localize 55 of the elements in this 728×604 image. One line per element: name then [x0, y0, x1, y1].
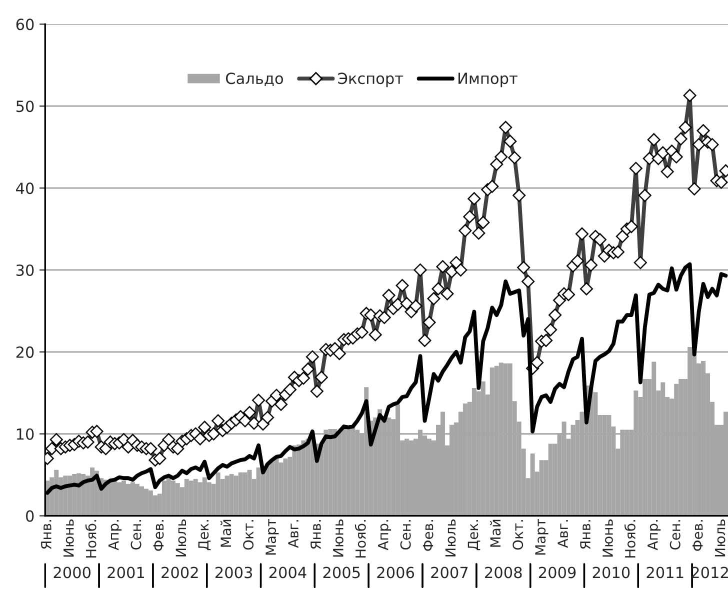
- x-tick-label: Янв.: [41, 520, 52, 549]
- text: 2002: [162, 566, 198, 578]
- x-tick-label: Июнь: [64, 519, 74, 557]
- legend-label: Импорт: [458, 72, 518, 88]
- text: 2006: [377, 566, 414, 578]
- text: 2003: [216, 566, 252, 578]
- x-tick-label: Июль: [445, 519, 456, 556]
- text: 2008: [485, 566, 522, 578]
- x-tick-label: Янв.: [310, 520, 321, 549]
- x-tick-label: Янв.: [580, 520, 590, 549]
- y-tick-label: 50: [16, 100, 34, 112]
- text: 2005: [323, 566, 360, 578]
- x-tick-label: Апр.: [108, 520, 122, 550]
- y-tick-label: 20: [16, 346, 34, 358]
- y-tick-label: 30: [16, 264, 34, 276]
- x-tick-label: Дек.: [198, 520, 211, 550]
- x-tick-label: Фев.: [422, 520, 434, 551]
- y-tick-label: 0: [26, 510, 34, 522]
- x-tick-label: Фев.: [153, 520, 164, 551]
- x-tick-label: Май: [490, 520, 501, 547]
- x-tick-label: Апр.: [378, 520, 392, 550]
- x-tick-label: Сен.: [130, 520, 142, 550]
- x-tick-label: Апр.: [648, 520, 661, 550]
- text: 2004: [269, 566, 306, 578]
- x-tick-label: Нояб.: [354, 520, 366, 558]
- y-tick-label: 40: [16, 182, 34, 194]
- x-tick-label: Нояб.: [624, 520, 636, 558]
- bar: [270, 460, 274, 516]
- y-tick-label: 10: [16, 428, 34, 440]
- bar: [278, 462, 284, 516]
- x-tick-label: Нояб.: [85, 520, 96, 558]
- text: 2009: [538, 566, 576, 578]
- x-tick-label: Июль: [714, 519, 726, 556]
- x-tick-label: Июнь: [333, 519, 344, 557]
- text: 2007: [431, 566, 468, 578]
- x-tick-label: Фев.: [692, 520, 703, 551]
- x-tick-label: Май: [220, 520, 232, 547]
- x-tick-label: Март: [535, 519, 548, 555]
- x-tick-label: Сен.: [400, 520, 411, 550]
- x-tick-label: Окт.: [243, 520, 254, 550]
- x-tick-label: Окт.: [512, 520, 524, 550]
- x-tick-label: Март: [266, 519, 279, 555]
- x-tick-label: Июнь: [602, 519, 613, 557]
- x-tick-label: Дек.: [468, 520, 480, 550]
- text: 2001: [108, 566, 144, 578]
- legend-label: Сальдо: [226, 72, 284, 86]
- x-tick-label: Сен.: [670, 520, 680, 550]
- x-tick-label: Авг.: [288, 520, 298, 548]
- text: 2000: [54, 566, 91, 578]
- x-tick-label: Авг.: [558, 520, 568, 548]
- text: 2011: [646, 566, 684, 578]
- text: 2010: [592, 566, 630, 578]
- legend-label: Экспорт: [338, 72, 404, 88]
- y-tick-label: 60: [16, 18, 34, 30]
- x-tick-label: Июль: [176, 519, 186, 556]
